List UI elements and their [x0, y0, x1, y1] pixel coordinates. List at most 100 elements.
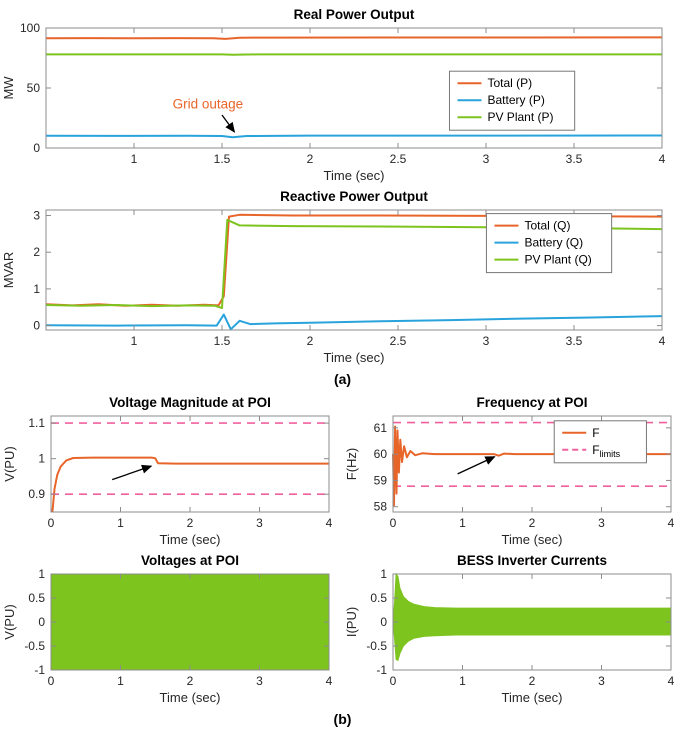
svg-text:0: 0	[38, 615, 45, 629]
svg-text:2: 2	[33, 245, 40, 259]
svg-text:3: 3	[598, 516, 605, 530]
voltages-poi-ylabel: V(PU)	[2, 604, 17, 639]
svg-text:1.5: 1.5	[214, 152, 231, 166]
reactive-power-axes-box	[45, 209, 663, 331]
svg-text:4: 4	[667, 516, 674, 530]
chart-real-power-output: 1 1.5 2 2.5 3 3.5 4 0 50 100 Real Power Output Time…	[0, 4, 685, 186]
section-a-label: (a)	[333, 371, 352, 387]
frequency-annotation-arrow	[456, 456, 496, 475]
svg-text:1: 1	[38, 452, 45, 466]
svg-text:0: 0	[389, 674, 396, 688]
svg-text:0: 0	[33, 141, 40, 155]
svg-text:2: 2	[528, 516, 535, 530]
svg-text:59: 59	[373, 473, 387, 487]
svg-text:1: 1	[117, 516, 124, 530]
svg-text:0.5: 0.5	[28, 591, 45, 605]
frequency-legend	[553, 420, 647, 464]
real-power-ylabel: MW	[1, 76, 16, 100]
real-power-plot: 1 1.5 2 2.5 3 3.5 4 0 50 100 Real Power Output Time…	[1, 7, 666, 183]
real-power-legend-label: Total (P)	[487, 76, 532, 90]
svg-text:2: 2	[528, 674, 535, 688]
reactive-power-line-series	[45, 313, 663, 331]
svg-text:0: 0	[380, 615, 387, 629]
reactive-power-legend-label: PV Plant (Q)	[524, 253, 591, 267]
section-b-label: (b)	[333, 711, 352, 727]
voltage-magnitude-title: Voltage Magnitude at POI	[109, 395, 271, 410]
svg-text:1.1: 1.1	[28, 416, 45, 430]
svg-text:61: 61	[373, 421, 387, 435]
bottom-chart-grid: 0 1 2 3 4 0.9 1 1.1 Voltage Magnitude at POI Time…	[1, 392, 685, 708]
bess-currents-xlabel: Time (sec)	[501, 690, 562, 705]
real-power-line-series	[45, 36, 663, 40]
real-power-annotation-arrow	[221, 114, 236, 133]
svg-text:0.9: 0.9	[28, 487, 45, 501]
svg-text:4: 4	[659, 152, 666, 166]
reactive-power-title: Reactive Power Output	[280, 189, 428, 204]
svg-text:1: 1	[131, 152, 138, 166]
voltage-magnitude-annotation-arrow	[111, 464, 152, 481]
voltage-magnitude-plot: 0 1 2 3 4 0.9 1 1.1 Voltage Magnitude at POI Time…	[2, 395, 333, 547]
chart-bess-inverter-currents: 0 1 2 3 4 -1 -0.5 0 0.5 1 BESS Inverter Currents Ti…	[343, 550, 685, 708]
svg-text:3.5: 3.5	[566, 334, 583, 348]
real-power-xlabel: Time (sec)	[324, 168, 385, 183]
svg-text:2: 2	[307, 152, 314, 166]
reactive-power-legend-label: Battery (Q)	[524, 236, 583, 250]
svg-text:-1: -1	[34, 663, 45, 677]
svg-text:2.5: 2.5	[390, 152, 407, 166]
svg-text:0: 0	[33, 319, 40, 333]
svg-text:3: 3	[256, 674, 263, 688]
svg-text:-1: -1	[376, 663, 387, 677]
svg-text:3.5: 3.5	[566, 152, 583, 166]
svg-text:1: 1	[380, 567, 387, 581]
reactive-power-ylabel: MVAR	[1, 252, 16, 289]
svg-text:-0.5: -0.5	[366, 639, 387, 653]
frequency-title: Frequency at POI	[476, 395, 587, 410]
svg-text:1: 1	[117, 674, 124, 688]
reactive-power-plot: 1 1.5 2 2.5 3 3.5 4 0 1 2 3 Reactive Power Output Ti…	[1, 189, 666, 365]
svg-text:1: 1	[33, 282, 40, 296]
svg-text:1: 1	[459, 674, 466, 688]
bess-currents-title: BESS Inverter Currents	[456, 553, 606, 568]
reactive-power-xlabel: Time (sec)	[324, 350, 385, 365]
voltages-poi-title: Voltages at POI	[140, 553, 238, 568]
svg-text:0.5: 0.5	[370, 591, 387, 605]
voltages-poi-plot: 0 1 2 3 4 -1 -0.5 0 0.5 1 Voltages at POI Time (sec…	[2, 553, 333, 705]
real-power-annotation-text: Grid outage	[173, 96, 244, 111]
svg-text:2.5: 2.5	[390, 334, 407, 348]
voltages-poi-band-series	[50, 573, 329, 671]
svg-text:3: 3	[483, 334, 490, 348]
chart-reactive-power-output: 1 1.5 2 2.5 3 3.5 4 0 1 2 3 Reactive Power Output Ti…	[0, 186, 685, 368]
svg-text:4: 4	[325, 674, 332, 688]
voltage-magnitude-line-series	[50, 456, 329, 513]
frequency-xlabel: Time (sec)	[501, 532, 562, 547]
svg-text:2: 2	[186, 674, 193, 688]
chart-voltages-at-poi: 0 1 2 3 4 -1 -0.5 0 0.5 1 Voltages at POI Time (sec…	[1, 550, 343, 708]
reactive-power-legend-label: Total (Q)	[524, 219, 570, 233]
svg-text:0: 0	[389, 516, 396, 530]
real-power-title: Real Power Output	[294, 7, 415, 22]
bess-currents-ylabel: I(PU)	[344, 607, 359, 637]
svg-text:3: 3	[33, 209, 40, 223]
svg-text:1: 1	[38, 567, 45, 581]
real-power-legend-label: Battery (P)	[487, 93, 544, 107]
frequency-legend-label: F	[592, 426, 599, 440]
real-power-line-series	[45, 134, 663, 139]
svg-text:1.5: 1.5	[214, 334, 231, 348]
voltage-magnitude-xlabel: Time (sec)	[159, 532, 220, 547]
svg-text:0: 0	[47, 516, 54, 530]
svg-text:58: 58	[373, 500, 387, 514]
frequency-plot: 0 1 2 3 4 58 59 60 61 Frequency at POI Time (sec) F…	[344, 395, 675, 547]
svg-text:4: 4	[667, 674, 674, 688]
chart-voltage-magnitude-at-poi: 0 1 2 3 4 0.9 1 1.1 Voltage Magnitude at POI Time…	[1, 392, 343, 550]
svg-text:-0.5: -0.5	[24, 639, 45, 653]
svg-text:1: 1	[459, 516, 466, 530]
frequency-ylabel: F(Hz)	[344, 448, 359, 481]
bess-currents-plot: 0 1 2 3 4 -1 -0.5 0 0.5 1 BESS Inverter Currents Ti…	[344, 553, 675, 705]
voltage-magnitude-ylabel: V(PU)	[2, 446, 17, 481]
svg-text:3: 3	[483, 152, 490, 166]
svg-text:50: 50	[27, 81, 41, 95]
svg-text:2: 2	[307, 334, 314, 348]
svg-text:100: 100	[20, 21, 40, 35]
svg-text:60: 60	[373, 447, 387, 461]
